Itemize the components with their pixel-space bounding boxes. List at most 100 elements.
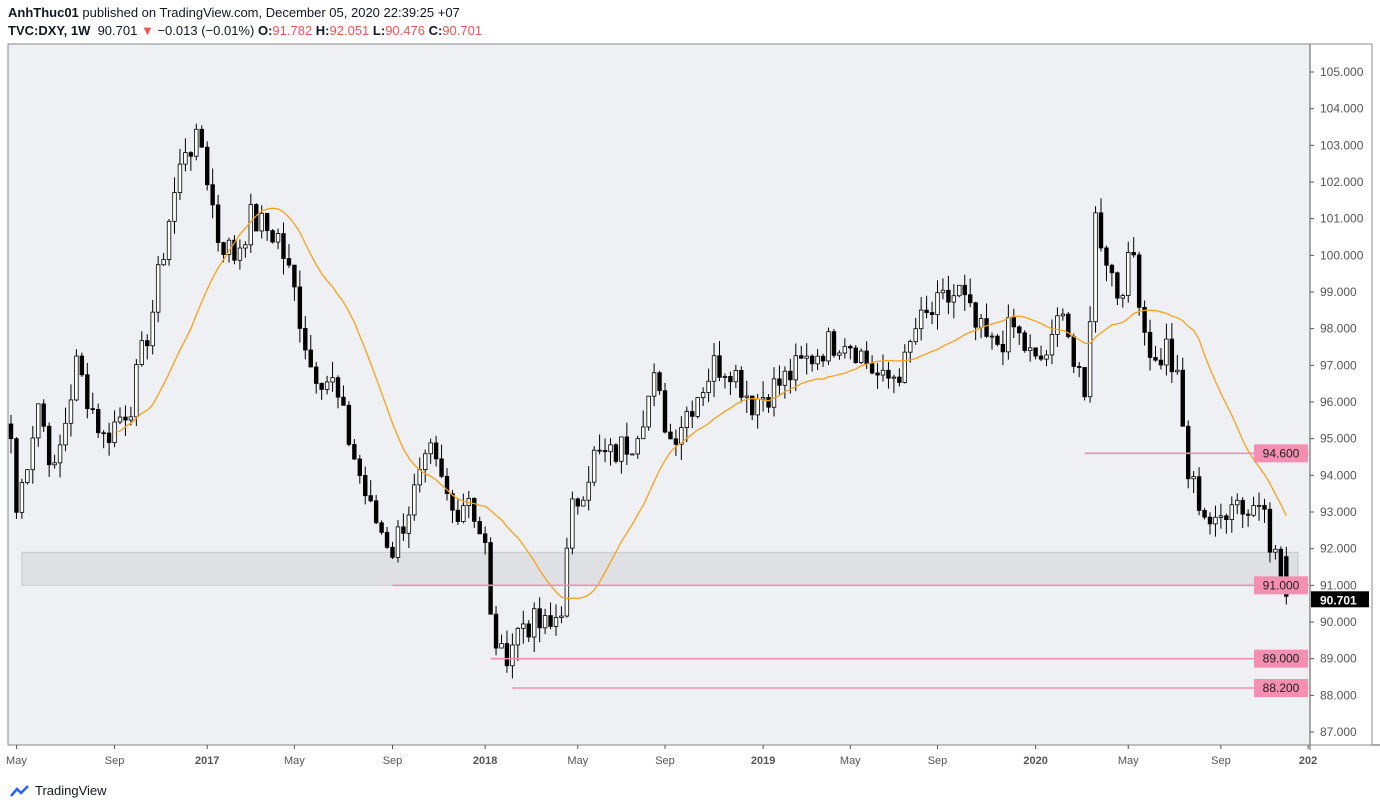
close-value: 90.701: [442, 23, 483, 38]
candle-body: [581, 499, 586, 507]
candle-body: [477, 520, 482, 535]
candle-body: [482, 533, 488, 543]
candle-body: [1267, 508, 1273, 553]
candle-body: [771, 378, 777, 408]
candle-body: [330, 377, 335, 383]
candle-body: [281, 233, 286, 259]
candle-body: [815, 355, 820, 365]
candle-body: [401, 526, 406, 534]
x-tick-label: Sep: [928, 755, 948, 767]
candle-body: [559, 615, 564, 618]
candle-body: [128, 416, 134, 421]
level-price-tag: [1254, 649, 1308, 668]
candle-body: [150, 311, 155, 347]
candle-body: [1049, 333, 1055, 356]
candle-body: [1164, 338, 1169, 366]
candle-body: [1262, 504, 1267, 510]
y-tick-label: 99.000: [1320, 285, 1357, 299]
candle-body: [1109, 264, 1115, 274]
y-tick-label: 102.000: [1320, 175, 1364, 189]
candle-body: [711, 355, 717, 382]
candle-body: [902, 351, 907, 383]
candle-body: [1071, 336, 1076, 367]
candle-body: [248, 204, 253, 246]
y-tick-label: 89.000: [1320, 652, 1357, 666]
candle-body: [929, 312, 935, 316]
candle-body: [232, 239, 237, 261]
candle-body: [63, 422, 68, 446]
candle-body: [101, 432, 106, 435]
candle-body: [270, 230, 275, 243]
high-label: H:: [315, 23, 330, 38]
price-change: −0.013 (−0.01%): [157, 23, 255, 38]
candle-body: [428, 442, 433, 455]
candle-body: [1131, 251, 1136, 256]
candle-body: [619, 436, 624, 462]
candle-body: [123, 416, 128, 421]
candle-body: [79, 355, 85, 376]
y-tick-label: 96.000: [1320, 395, 1357, 409]
candle-body: [25, 469, 30, 483]
candle-body: [591, 449, 597, 483]
y-tick-label: 95.000: [1320, 432, 1357, 446]
candle-body: [613, 444, 619, 462]
candle-body: [1017, 326, 1022, 334]
candle-body: [308, 349, 313, 368]
y-tick-label: 97.000: [1320, 358, 1357, 372]
candle-body: [521, 623, 526, 629]
candle-body: [1033, 347, 1038, 357]
moving-average-line: [114, 207, 1287, 600]
candle-body: [303, 328, 308, 351]
candle-body: [57, 444, 63, 464]
candle-body: [973, 302, 978, 328]
x-tick-label: 202: [1299, 755, 1317, 767]
candle-body: [1006, 317, 1011, 353]
candle-body: [243, 244, 248, 249]
candle-body: [237, 247, 243, 261]
footer: TradingView: [10, 783, 107, 798]
candle-body: [1213, 516, 1218, 525]
candle-body: [1207, 516, 1213, 525]
x-tick-label: May: [840, 755, 861, 767]
candle-body: [526, 623, 531, 638]
open-label: O:: [257, 23, 273, 38]
candle-body: [422, 453, 428, 471]
candle-body: [641, 426, 646, 440]
candle-body: [1169, 338, 1175, 373]
open-value: 91.782: [272, 23, 313, 38]
candle-body: [1027, 347, 1033, 351]
candle-body: [1229, 504, 1234, 520]
x-tick-label: May: [284, 755, 305, 767]
candle-body: [488, 542, 493, 615]
level-price-label: 88.200: [1263, 681, 1300, 695]
candle-body: [90, 408, 95, 411]
candle-body: [1126, 251, 1131, 296]
candle-body: [412, 484, 417, 516]
candle-body: [117, 416, 123, 423]
candle-body: [679, 427, 684, 445]
candle-body: [346, 404, 352, 445]
candle-body: [750, 395, 755, 416]
candle-body: [515, 627, 521, 646]
candle-body: [85, 374, 90, 410]
candle-body: [662, 390, 668, 433]
candle-body: [532, 608, 537, 638]
candle-body: [570, 498, 575, 549]
candle-body: [564, 547, 570, 617]
candle-body: [368, 495, 373, 502]
candle-body: [1060, 313, 1066, 317]
candle-body: [1082, 367, 1087, 398]
candle-body: [586, 481, 591, 501]
candle-body: [651, 372, 657, 397]
candle-body: [493, 613, 499, 649]
y-tick-label: 91.000: [1320, 578, 1357, 592]
candle-body: [341, 396, 346, 406]
candle-body: [995, 335, 1000, 345]
candle-body: [1000, 343, 1006, 353]
candle-body: [804, 355, 809, 359]
y-tick-label: 90.000: [1320, 615, 1357, 629]
candle-body: [946, 289, 951, 303]
candle-body: [177, 163, 183, 193]
candle-body: [161, 259, 166, 266]
